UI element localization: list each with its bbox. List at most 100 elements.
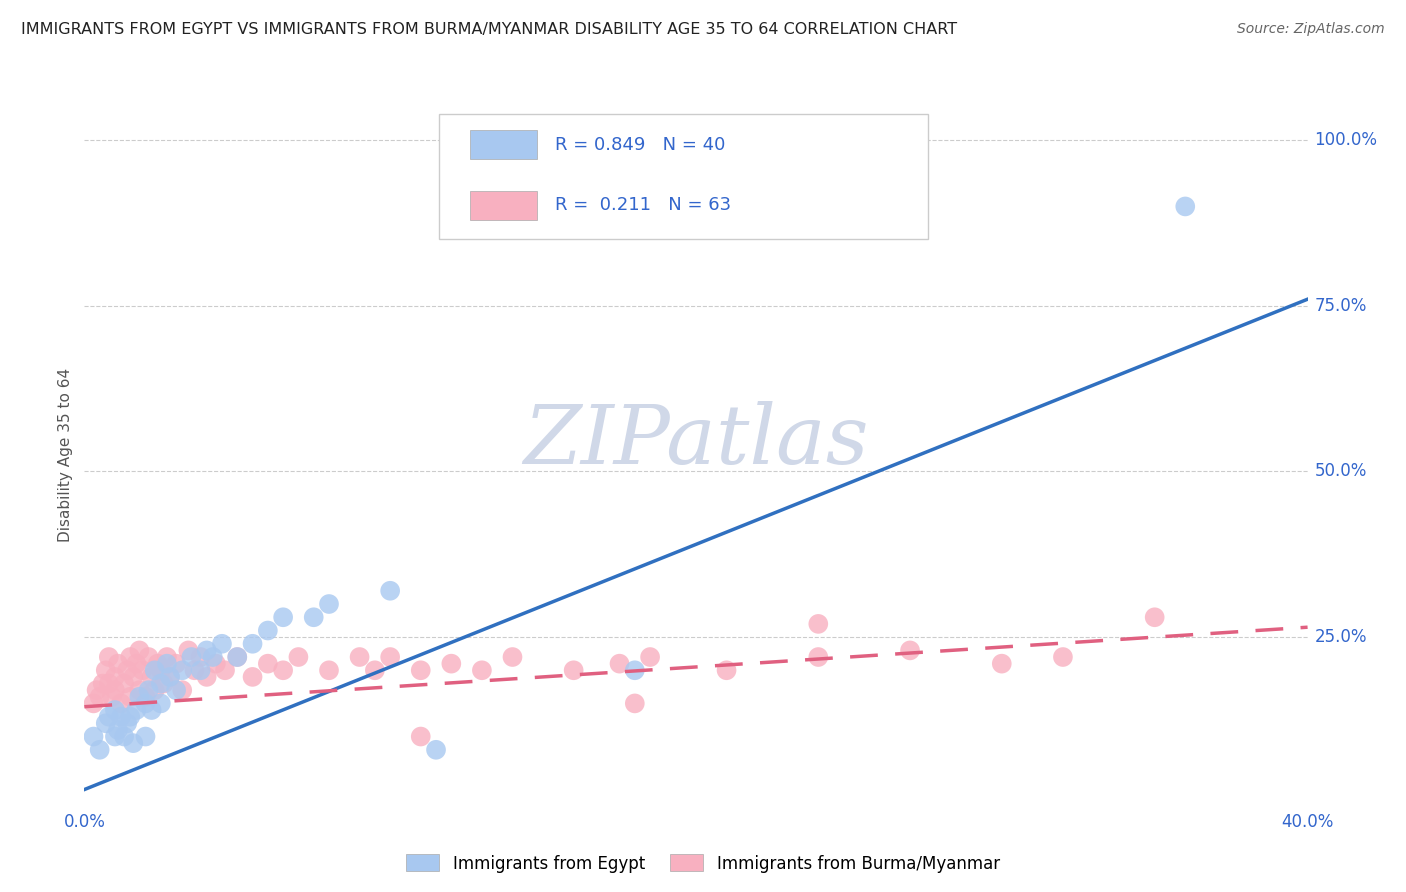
Point bbox=[242, 637, 264, 651]
Point bbox=[115, 663, 138, 677]
Point bbox=[991, 657, 1014, 671]
Point bbox=[380, 650, 402, 665]
Point bbox=[195, 643, 218, 657]
Point bbox=[135, 690, 157, 704]
Point bbox=[502, 650, 524, 665]
Point bbox=[120, 709, 142, 723]
Point bbox=[1143, 610, 1166, 624]
Point bbox=[128, 683, 150, 698]
Point bbox=[172, 663, 194, 677]
Point bbox=[183, 663, 205, 677]
Point bbox=[211, 637, 233, 651]
Point bbox=[135, 730, 157, 744]
Point bbox=[165, 683, 187, 698]
Text: 25.0%: 25.0% bbox=[1315, 628, 1367, 646]
Point bbox=[409, 730, 432, 744]
Text: 100.0%: 100.0% bbox=[1315, 131, 1378, 149]
Point bbox=[380, 583, 402, 598]
Point bbox=[131, 663, 153, 677]
Point bbox=[349, 650, 371, 665]
Y-axis label: Disability Age 35 to 64: Disability Age 35 to 64 bbox=[58, 368, 73, 542]
Point bbox=[1052, 650, 1074, 665]
Point bbox=[205, 657, 228, 671]
Point bbox=[146, 657, 169, 671]
Point bbox=[195, 670, 218, 684]
Point bbox=[440, 657, 463, 671]
Point bbox=[177, 643, 200, 657]
Point bbox=[318, 597, 340, 611]
Point bbox=[94, 716, 117, 731]
Point bbox=[287, 650, 309, 665]
Point bbox=[302, 610, 325, 624]
Point bbox=[143, 663, 166, 677]
Point bbox=[201, 650, 224, 665]
Point bbox=[226, 650, 249, 665]
Point bbox=[716, 663, 738, 677]
Point bbox=[471, 663, 494, 677]
Point bbox=[638, 650, 661, 665]
Text: ZIPatlas: ZIPatlas bbox=[523, 401, 869, 481]
Point bbox=[110, 709, 132, 723]
Point bbox=[807, 650, 830, 665]
Point bbox=[120, 650, 142, 665]
Point bbox=[624, 697, 647, 711]
Point bbox=[1174, 199, 1197, 213]
Point bbox=[112, 730, 135, 744]
Point bbox=[624, 663, 647, 677]
Point bbox=[141, 670, 163, 684]
Point bbox=[271, 610, 294, 624]
Point bbox=[609, 657, 631, 671]
Point bbox=[190, 663, 212, 677]
Point bbox=[409, 663, 432, 677]
Point bbox=[149, 663, 172, 677]
Point bbox=[107, 657, 129, 671]
Point bbox=[97, 650, 120, 665]
Text: 75.0%: 75.0% bbox=[1315, 297, 1367, 315]
Point bbox=[149, 676, 172, 690]
Point bbox=[190, 650, 212, 665]
Point bbox=[180, 650, 202, 665]
Point bbox=[898, 643, 921, 657]
Point bbox=[138, 650, 160, 665]
Point bbox=[165, 657, 187, 671]
Point bbox=[172, 683, 194, 698]
Point bbox=[112, 676, 135, 690]
Point bbox=[128, 643, 150, 657]
Text: Source: ZipAtlas.com: Source: ZipAtlas.com bbox=[1237, 22, 1385, 37]
Point bbox=[89, 690, 111, 704]
Point bbox=[120, 690, 142, 704]
Point bbox=[107, 723, 129, 737]
Point bbox=[104, 670, 127, 684]
Point bbox=[122, 736, 145, 750]
Point bbox=[128, 690, 150, 704]
Point bbox=[149, 697, 172, 711]
Point bbox=[94, 663, 117, 677]
Point bbox=[156, 657, 179, 671]
Point bbox=[141, 703, 163, 717]
Text: R =  0.211   N = 63: R = 0.211 N = 63 bbox=[555, 196, 731, 214]
FancyBboxPatch shape bbox=[470, 191, 537, 219]
Point bbox=[562, 663, 585, 677]
Point bbox=[101, 690, 124, 704]
Text: IMMIGRANTS FROM EGYPT VS IMMIGRANTS FROM BURMA/MYANMAR DISABILITY AGE 35 TO 64 C: IMMIGRANTS FROM EGYPT VS IMMIGRANTS FROM… bbox=[21, 22, 957, 37]
Point bbox=[226, 650, 249, 665]
Point bbox=[104, 683, 127, 698]
Point bbox=[242, 670, 264, 684]
Point bbox=[83, 730, 105, 744]
Point bbox=[156, 650, 179, 665]
Point bbox=[104, 730, 127, 744]
Point bbox=[86, 683, 108, 698]
FancyBboxPatch shape bbox=[470, 130, 537, 159]
Point bbox=[143, 683, 166, 698]
Point bbox=[138, 683, 160, 698]
Point bbox=[425, 743, 447, 757]
Point bbox=[122, 670, 145, 684]
Point bbox=[807, 616, 830, 631]
Point bbox=[125, 703, 148, 717]
Point bbox=[97, 709, 120, 723]
Text: 50.0%: 50.0% bbox=[1315, 462, 1367, 481]
Point bbox=[214, 663, 236, 677]
Point bbox=[159, 670, 181, 684]
Text: R = 0.849   N = 40: R = 0.849 N = 40 bbox=[555, 136, 725, 153]
Point bbox=[110, 697, 132, 711]
